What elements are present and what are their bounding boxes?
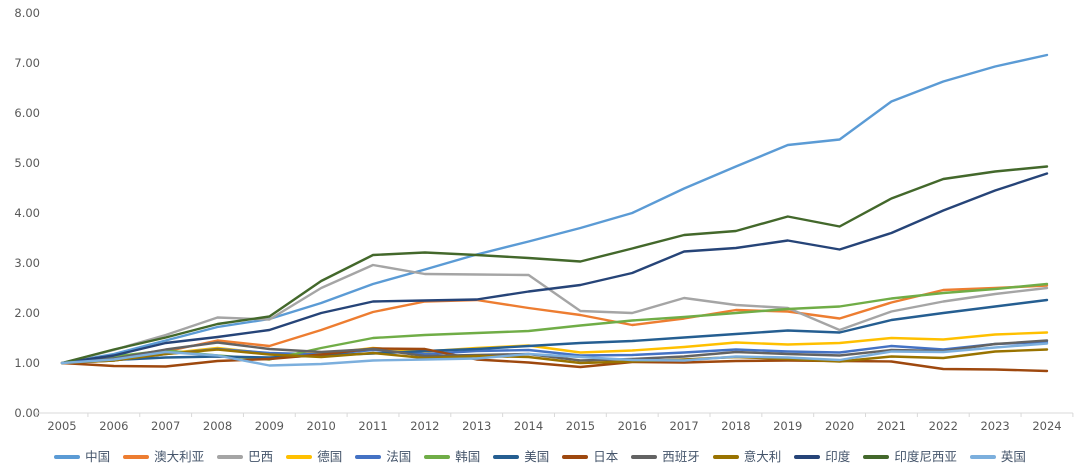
series-line-巴西 (60, 263, 1049, 365)
x-axis-label: 2012 (410, 419, 439, 433)
legend-swatch-icon (355, 455, 382, 459)
y-axis-label: 6.00 (14, 106, 40, 120)
legend-swatch-icon (217, 455, 244, 459)
legend-item-印度: 印度 (794, 448, 851, 464)
series-line-印度 (60, 172, 1049, 365)
legend-swatch-icon (286, 455, 313, 459)
legend-item-印度尼西亚: 印度尼西亚 (863, 448, 957, 464)
legend-label: 西班牙 (662, 448, 700, 464)
legend-item-西班牙: 西班牙 (631, 448, 700, 464)
x-axis-label: 2018 (721, 419, 750, 433)
x-axis-label: 2021 (877, 419, 906, 433)
legend-swatch-icon (969, 455, 996, 459)
legend-item-澳大利亚: 澳大利亚 (123, 448, 205, 464)
series-line-日本 (60, 347, 1049, 373)
series-line-印度尼西亚 (60, 165, 1049, 365)
x-axis-label: 2020 (825, 419, 854, 433)
y-axis-label: 7.00 (14, 56, 40, 70)
legend-item-中国: 中国 (54, 448, 111, 464)
y-axis-label: 4.00 (14, 206, 40, 220)
y-axis-label: 1.00 (14, 356, 40, 370)
y-axis-label: 5.00 (14, 156, 40, 170)
x-axis-label: 2024 (1032, 419, 1061, 433)
legend: 中国 澳大利亚 巴西 德国 法国 韩国 美国 日本 西班牙 意大利 印度 印度尼西亚 英国 (0, 444, 1080, 470)
x-axis-label: 2007 (151, 419, 180, 433)
legend-label: 意大利 (743, 448, 782, 464)
x-axis-label: 2019 (773, 419, 802, 433)
legend-label: 巴西 (248, 448, 274, 464)
x-axis-label: 2013 (462, 419, 491, 433)
y-axis-label: 8.00 (14, 6, 40, 20)
legend-swatch-icon (123, 455, 150, 459)
legend-label: 日本 (593, 448, 619, 464)
legend-label: 英国 (1000, 448, 1026, 464)
legend-item-意大利: 意大利 (712, 448, 782, 464)
legend-swatch-icon (712, 455, 739, 459)
legend-label: 德国 (317, 448, 343, 464)
x-axis-label: 2014 (514, 419, 543, 433)
x-axis-label: 2010 (307, 419, 336, 433)
series-line-英国 (60, 342, 1049, 367)
legend-item-巴西: 巴西 (217, 448, 274, 464)
legend-label: 澳大利亚 (154, 448, 205, 464)
x-axis-label: 2006 (99, 419, 128, 433)
legend-swatch-icon (493, 455, 520, 459)
y-axis-label: 2.00 (14, 306, 40, 320)
x-axis-label: 2016 (618, 419, 647, 433)
legend-item-美国: 美国 (493, 448, 550, 464)
y-axis-label: 0.00 (14, 406, 40, 420)
legend-label: 韩国 (455, 448, 481, 464)
x-axis-label: 2015 (566, 419, 595, 433)
x-axis-label: 2017 (669, 419, 698, 433)
legend-item-法国: 法国 (355, 448, 412, 464)
legend-label: 印度尼西亚 (894, 448, 957, 464)
legend-swatch-icon (424, 455, 451, 459)
legend-label: 美国 (524, 448, 550, 464)
y-axis-label: 3.00 (14, 256, 40, 270)
legend-label: 法国 (386, 448, 412, 464)
legend-swatch-icon (863, 455, 890, 459)
x-axis-label: 2022 (929, 419, 958, 433)
legend-item-英国: 英国 (969, 448, 1026, 464)
x-axis-label: 2005 (47, 419, 76, 433)
legend-label: 印度 (825, 448, 851, 464)
legend-item-日本: 日本 (562, 448, 619, 464)
legend-item-韩国: 韩国 (424, 448, 481, 464)
x-axis-label: 2009 (255, 419, 284, 433)
x-axis-label: 2008 (203, 419, 232, 433)
series-line-澳大利亚 (60, 284, 1049, 365)
series-line-西班牙 (60, 339, 1049, 365)
series-line-中国 (60, 53, 1049, 365)
legend-item-德国: 德国 (286, 448, 343, 464)
x-axis-label: 2011 (358, 419, 387, 433)
legend-swatch-icon (631, 455, 658, 459)
series-line-意大利 (60, 348, 1049, 365)
legend-swatch-icon (54, 455, 81, 459)
legend-swatch-icon (794, 455, 821, 459)
legend-label: 中国 (85, 448, 111, 464)
legend-swatch-icon (562, 455, 589, 459)
x-axis-label: 2023 (980, 419, 1009, 433)
plot-svg: 0.00 1.00 2.00 3.00 4.00 5.00 6.00 7.00 8.00 2005… (14, 6, 1074, 433)
